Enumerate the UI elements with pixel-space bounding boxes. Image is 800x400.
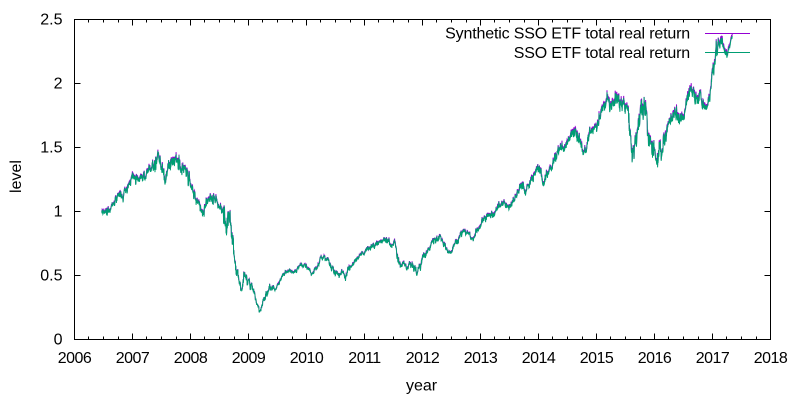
svg-text:2.5: 2.5 (40, 11, 62, 28)
svg-text:0: 0 (54, 331, 63, 348)
svg-text:2006: 2006 (58, 350, 92, 367)
svg-text:2013: 2013 (464, 350, 498, 367)
svg-text:0.5: 0.5 (40, 267, 62, 284)
svg-text:2008: 2008 (174, 350, 208, 367)
svg-text:year: year (406, 378, 438, 395)
svg-text:2009: 2009 (232, 350, 266, 367)
svg-text:2016: 2016 (638, 350, 672, 367)
svg-text:2014: 2014 (522, 350, 556, 367)
svg-text:2: 2 (54, 75, 63, 92)
svg-text:2017: 2017 (696, 350, 730, 367)
svg-text:2007: 2007 (116, 350, 150, 367)
svg-text:2015: 2015 (580, 350, 614, 367)
svg-text:1: 1 (54, 203, 63, 220)
svg-text:Synthetic SSO ETF total real r: Synthetic SSO ETF total real return (445, 26, 690, 43)
svg-text:2018: 2018 (754, 350, 788, 367)
svg-text:1.5: 1.5 (40, 139, 62, 156)
svg-text:2012: 2012 (406, 350, 440, 367)
svg-text:2011: 2011 (348, 350, 381, 367)
svg-text:2010: 2010 (290, 350, 324, 367)
svg-text:level: level (8, 160, 25, 193)
svg-text:SSO ETF total real return: SSO ETF total real return (514, 45, 690, 62)
